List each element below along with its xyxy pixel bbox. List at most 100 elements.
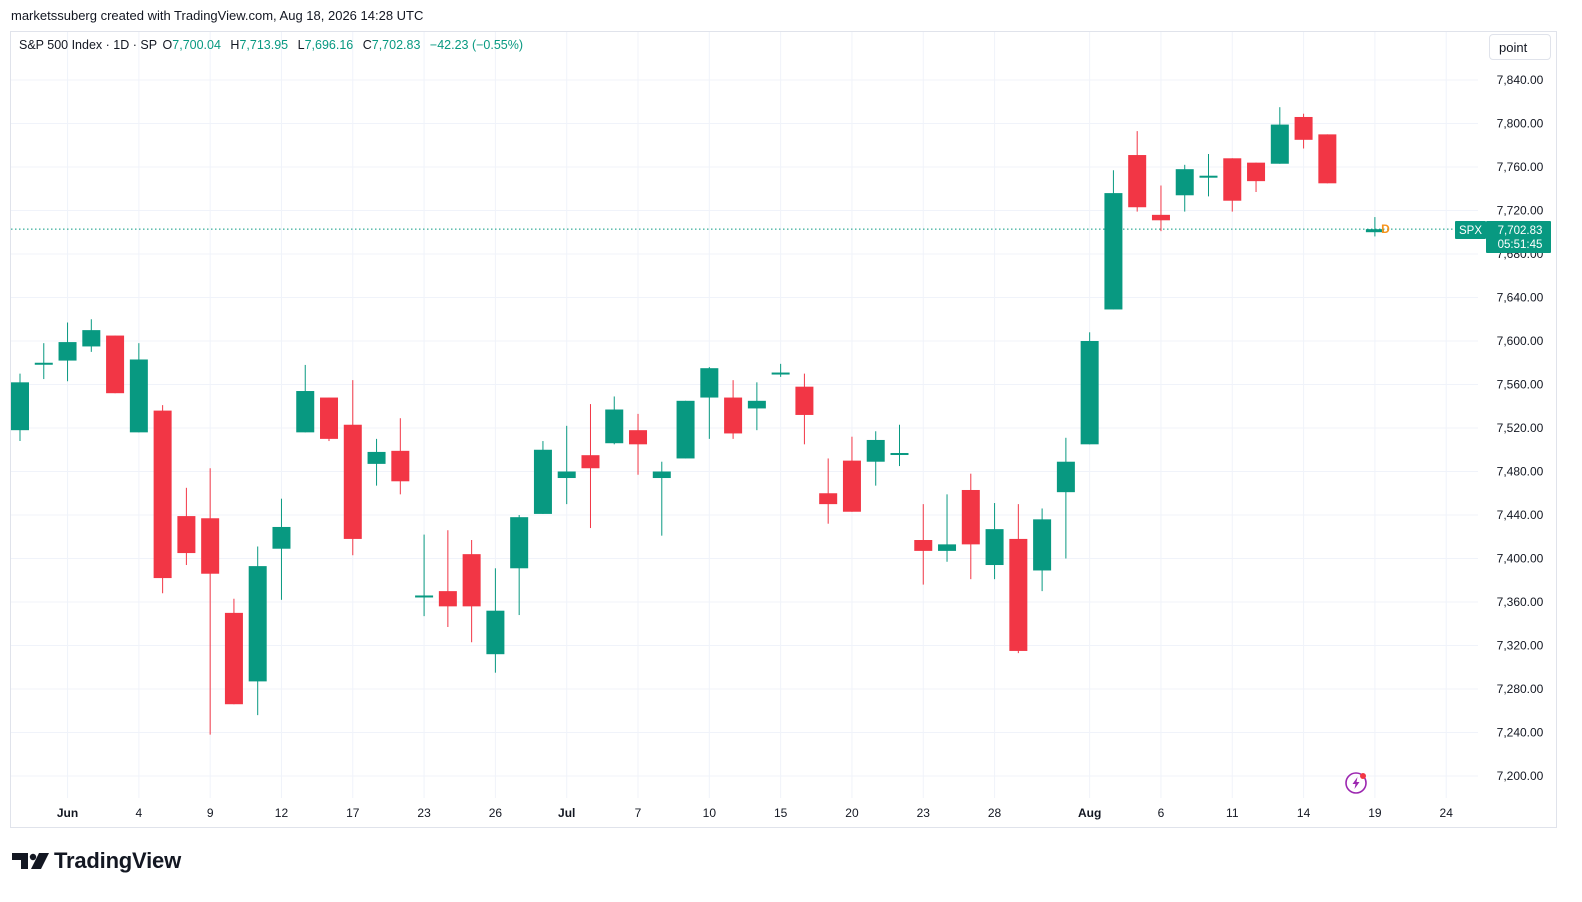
tradingview-brand: TradingView [12, 848, 181, 874]
candle-body [1056, 461, 1075, 493]
x-tick-label: 15 [774, 806, 788, 820]
low-label: L [297, 38, 305, 52]
y-tick-label: 7,320.00 [1497, 639, 1544, 653]
y-tick-label: 7,360.00 [1497, 595, 1544, 609]
ohlc-legend: S&P 500 Index · 1D · SP O7,700.04 H7,713… [19, 38, 529, 52]
candle-body [1104, 193, 1123, 310]
price-badge-value: 7,702.83 [1498, 225, 1543, 237]
low-value: 7,696.16 [304, 38, 354, 52]
candle-body [557, 471, 576, 479]
candle-body [819, 493, 838, 505]
high-label: H [230, 38, 240, 52]
change-value: −42.23 (−0.55%) [429, 38, 524, 52]
candle-body [391, 450, 410, 482]
candle-body [890, 453, 909, 456]
candle-body [106, 335, 125, 394]
chart-frame [10, 31, 1557, 828]
y-tick-label: 7,520.00 [1497, 421, 1544, 435]
lightning-icon[interactable] [1345, 772, 1367, 794]
price-unit-button[interactable]: point [1489, 34, 1551, 60]
ticker-badge-bg [1455, 221, 1486, 239]
candle-body [177, 516, 196, 554]
candle-body [486, 610, 505, 655]
tradingview-wordmark: TradingView [54, 848, 181, 873]
candle-body [58, 342, 77, 361]
candle-body [296, 391, 315, 433]
x-tick-label: 9 [207, 806, 214, 820]
candle-body [224, 612, 243, 705]
y-tick-label: 7,760.00 [1497, 160, 1544, 174]
high-value: 7,713.95 [239, 38, 289, 52]
candle-body [1318, 134, 1337, 184]
x-tick-label: 20 [845, 806, 859, 820]
candle-body [1247, 162, 1266, 182]
candle-body [1223, 158, 1242, 201]
candle-body [605, 409, 624, 444]
y-tick-label: 7,240.00 [1497, 726, 1544, 740]
x-tick-label: 14 [1297, 806, 1311, 820]
y-tick-label: 7,600.00 [1497, 334, 1544, 348]
candle-body [11, 382, 29, 431]
candle-body [1151, 214, 1170, 221]
symbol-title[interactable]: S&P 500 Index · 1D · SP [19, 38, 158, 52]
candle-body [462, 554, 481, 607]
candle-body [1365, 229, 1384, 233]
candle-body [724, 397, 743, 434]
candle-body [438, 591, 457, 607]
ticker-badge-label: SPX [1459, 225, 1482, 237]
candle-body [1199, 175, 1218, 178]
y-tick-label: 7,720.00 [1497, 204, 1544, 218]
y-tick-label: 7,280.00 [1497, 682, 1544, 696]
candle-body [1080, 341, 1099, 445]
candle-body [129, 359, 148, 433]
candle-body [1294, 116, 1313, 140]
candle-body [1033, 519, 1052, 571]
candle-body [201, 518, 220, 574]
candle-body [842, 460, 861, 512]
dividend-marker[interactable]: D [1381, 222, 1390, 236]
candle-body [1128, 155, 1147, 208]
y-tick-label: 7,200.00 [1497, 769, 1544, 783]
candles [11, 107, 1384, 735]
y-tick-label: 7,800.00 [1497, 117, 1544, 131]
candle-body [320, 397, 339, 439]
price-axis[interactable]: 7,200.00 7,240.00 7,280.00 7,320.00 7,360.00… [1497, 73, 1544, 783]
price-badge-countdown: 05:51:45 [1498, 239, 1543, 251]
x-tick-label: 26 [489, 806, 503, 820]
y-tick-label: 7,480.00 [1497, 465, 1544, 479]
candle-body [795, 386, 814, 415]
candle-body [629, 430, 648, 445]
candle-body [1270, 124, 1289, 164]
y-tick-label: 7,640.00 [1497, 291, 1544, 305]
candle-body [82, 330, 101, 347]
candle-body [866, 439, 885, 462]
candle-body [961, 489, 980, 545]
candle-body [533, 449, 552, 514]
candle-body [771, 372, 790, 375]
candle-body [1009, 538, 1028, 651]
x-tick-label: Jun [57, 806, 78, 820]
candle-body [985, 529, 1004, 566]
candle-body [272, 526, 291, 549]
price-badge-bg [1486, 221, 1551, 253]
x-tick-label: Jul [558, 806, 575, 820]
candle-body [747, 400, 766, 409]
y-tick-label: 7,840.00 [1497, 73, 1544, 87]
chart-creator-line: marketssuberg created with TradingView.c… [11, 8, 424, 23]
y-tick-label: 7,440.00 [1497, 508, 1544, 522]
candle-body [652, 471, 671, 479]
candle-body [1175, 169, 1194, 196]
x-tick-label: 6 [1158, 806, 1165, 820]
candle-body [938, 544, 957, 551]
candle-body [367, 451, 386, 464]
close-label: C [362, 38, 372, 52]
open-value: 7,700.04 [172, 38, 221, 52]
time-axis[interactable]: Jun 4 9 12 17 23 26 Jul 7 10 15 20 23 28 Aug 6 11 14 19 24 [57, 806, 1453, 820]
candle-body [510, 517, 529, 569]
tradingview-logo-icon [12, 853, 49, 869]
candle-body [914, 540, 933, 551]
x-tick-label: 4 [136, 806, 143, 820]
open-label: O [162, 38, 173, 52]
x-tick-label: 7 [635, 806, 642, 820]
